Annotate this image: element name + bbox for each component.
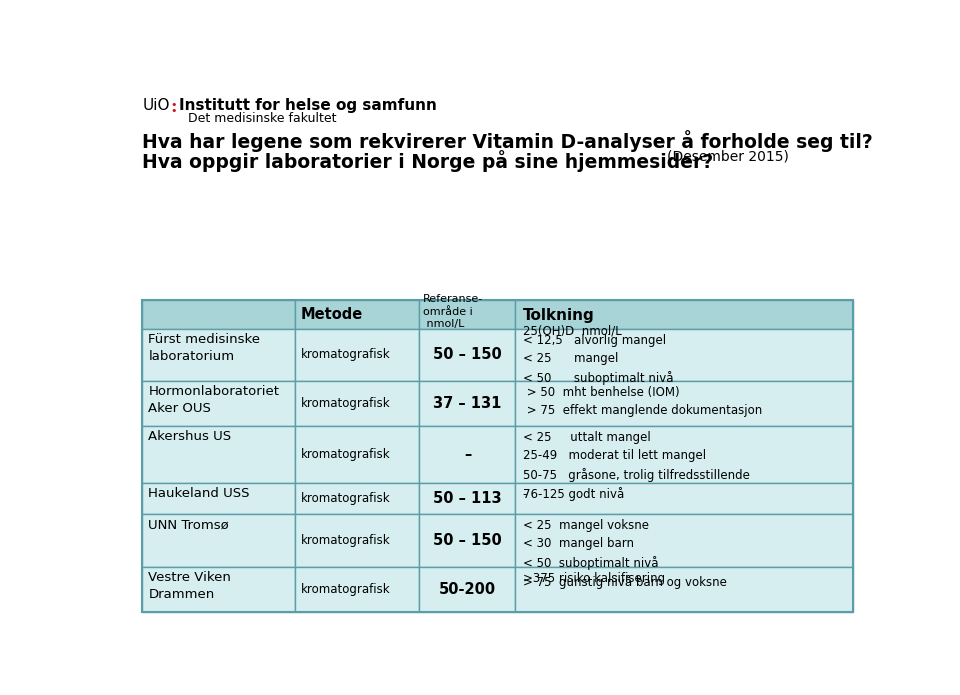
Text: Hva har legene som rekvirerer Vitamin D-analyser å forholde seg til?: Hva har legene som rekvirerer Vitamin D-… (142, 131, 873, 152)
Bar (142, 381, 295, 426)
Text: UiO: UiO (142, 99, 170, 113)
Bar (142, 482, 295, 514)
Text: 25(OH)D  nmol/L: 25(OH)D nmol/L (523, 325, 621, 338)
Bar (420, 300, 516, 329)
Bar (516, 300, 852, 329)
Text: UNN Tromsø: UNN Tromsø (148, 518, 229, 531)
Bar (420, 329, 516, 381)
Text: kromatografisk: kromatografisk (301, 348, 391, 361)
Text: kromatografisk: kromatografisk (301, 534, 391, 547)
Bar (295, 381, 420, 426)
Bar (516, 381, 852, 426)
Text: Institutt for helse og samfunn: Institutt for helse og samfunn (179, 99, 437, 113)
Bar (142, 567, 295, 612)
Bar (516, 514, 852, 567)
Text: kromatografisk: kromatografisk (301, 397, 391, 410)
Text: Metode: Metode (301, 307, 363, 322)
Text: >375 risiko kalsifisering: >375 risiko kalsifisering (523, 572, 665, 585)
Bar (295, 567, 420, 612)
Bar (420, 514, 516, 567)
Bar (142, 300, 295, 329)
Bar (295, 300, 420, 329)
Text: > 50  mht benhelse (IOM)
 > 75  effekt manglende dokumentasjon: > 50 mht benhelse (IOM) > 75 effekt mang… (523, 386, 762, 417)
Bar (420, 381, 516, 426)
Bar (142, 300, 852, 612)
Text: -: - (523, 488, 527, 501)
Bar (142, 329, 295, 381)
Bar (142, 514, 295, 567)
Bar (516, 567, 852, 612)
Text: kromatografisk: kromatografisk (301, 448, 391, 461)
Bar (142, 426, 295, 482)
Bar (420, 482, 516, 514)
Text: Tolkning: Tolkning (523, 308, 594, 322)
Text: –: – (464, 447, 471, 461)
Bar (420, 567, 516, 612)
Text: •: • (171, 100, 177, 110)
Text: < 25     uttalt mangel
25-49   moderat til lett mangel
50-75   gråsone, trolig t: < 25 uttalt mangel 25-49 moderat til let… (523, 431, 750, 501)
Bar (516, 329, 852, 381)
Text: Haukeland USS: Haukeland USS (148, 486, 250, 500)
Text: Akershus US: Akershus US (148, 430, 231, 443)
Text: < 25  mangel voksne
< 30  mangel barn
< 50  suboptimalt nivå
> 75  gunstig nivå : < 25 mangel voksne < 30 mangel barn < 50… (523, 519, 727, 589)
Text: Det medisinske fakultet: Det medisinske fakultet (188, 112, 337, 125)
Text: Vestre Viken
Drammen: Vestre Viken Drammen (148, 571, 231, 601)
Bar (295, 329, 420, 381)
Text: kromatografisk: kromatografisk (301, 492, 391, 505)
Text: Fürst medisinske
laboratorium: Fürst medisinske laboratorium (148, 333, 260, 363)
Bar (295, 426, 420, 482)
Text: 50 – 150: 50 – 150 (433, 533, 502, 548)
Text: 50 – 113: 50 – 113 (433, 491, 502, 506)
Bar (420, 426, 516, 482)
Bar (516, 482, 852, 514)
Text: •: • (171, 106, 177, 116)
Bar (516, 426, 852, 482)
Bar (295, 514, 420, 567)
Text: kromatografisk: kromatografisk (301, 583, 391, 596)
Text: Hva oppgir laboratorier i Norge på sine hjemmesider?: Hva oppgir laboratorier i Norge på sine … (142, 149, 713, 172)
Bar (295, 482, 420, 514)
Text: 50 – 150: 50 – 150 (433, 348, 502, 362)
Text: 37 – 131: 37 – 131 (433, 395, 501, 411)
Text: (Desember 2015): (Desember 2015) (667, 149, 789, 164)
Text: 50-200: 50-200 (439, 582, 496, 597)
Text: Hormonlaboratoriet
Aker OUS: Hormonlaboratoriet Aker OUS (148, 385, 279, 415)
Text: < 12,5   alvorlig mangel
< 25      mangel
< 50      suboptimalt nivå: < 12,5 alvorlig mangel < 25 mangel < 50 … (523, 334, 673, 384)
Text: Referanse-
område i
 nmol/L: Referanse- område i nmol/L (423, 295, 484, 329)
